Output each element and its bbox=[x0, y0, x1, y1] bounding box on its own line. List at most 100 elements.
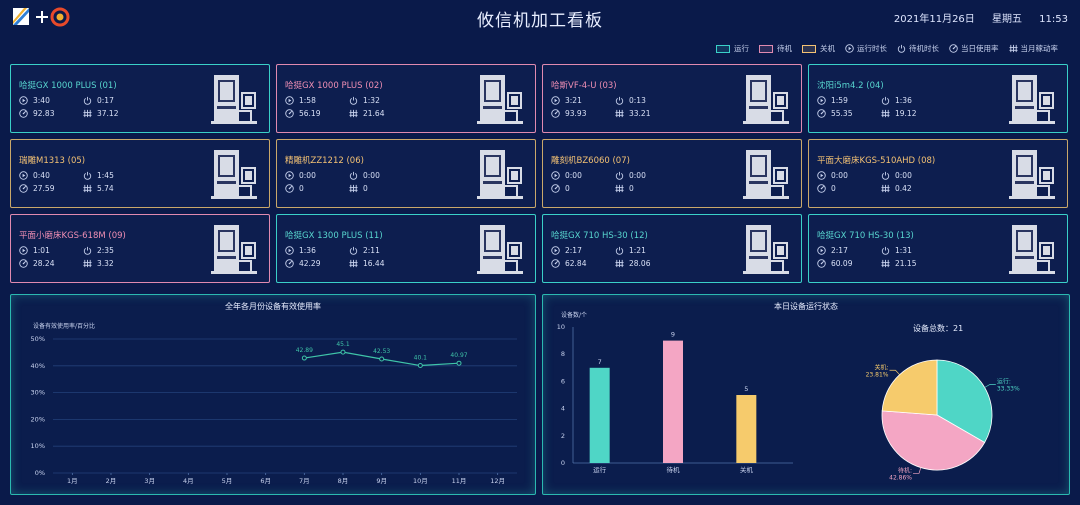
pie-slice-off bbox=[881, 359, 938, 416]
y-tick-label: 40% bbox=[31, 362, 45, 370]
machine-card[interactable]: 哈挺GX 1000 PLUS (01) 3:40 0:17 92.83 37.12 bbox=[10, 64, 270, 133]
machine-name: 瑞雕M1313 (05) bbox=[19, 156, 86, 166]
data-label: 45.1 bbox=[336, 341, 350, 348]
y-tick-label: 8 bbox=[561, 350, 565, 358]
page-title: 攸信机加工看板 bbox=[477, 11, 603, 31]
daily-rate-value: 0 bbox=[831, 184, 836, 193]
legend-swatch-idle bbox=[759, 44, 773, 53]
idle-time-stat: 0:13 bbox=[615, 96, 646, 105]
daily-rate-stat: 55.35 bbox=[817, 109, 852, 118]
rate-icon bbox=[285, 184, 294, 193]
company-logo-icon bbox=[13, 7, 70, 27]
daily-rate-value: 28.24 bbox=[33, 259, 55, 268]
date-text: 2021年11月26日 bbox=[893, 14, 975, 25]
data-label: 40.97 bbox=[450, 352, 467, 359]
idle-time-value: 0:13 bbox=[629, 96, 646, 105]
rate-icon bbox=[19, 184, 28, 193]
machine-card[interactable]: 平面大磨床KGS-510AHD (08) 0:00 0:00 0 0.42 bbox=[808, 139, 1068, 208]
x-tick-label: 运行 bbox=[593, 465, 607, 474]
machine-name: 哈挺GX 710 HS-30 (13) bbox=[817, 231, 914, 241]
machine-card[interactable]: 哈挺GX 1000 PLUS (02) 1:58 1:32 56.19 21.64 bbox=[276, 64, 536, 133]
bars-icon bbox=[615, 259, 624, 268]
bar-run bbox=[589, 367, 610, 463]
monthly-rate-stat: 21.64 bbox=[349, 109, 384, 118]
machine-card[interactable]: 哈斯VF-4-U (03) 3:21 0:13 93.93 33.21 bbox=[542, 64, 802, 133]
daily-rate-value: 56.19 bbox=[299, 109, 321, 118]
monthly-rate-value: 33.21 bbox=[629, 109, 651, 118]
monthly-rate-stat: 19.12 bbox=[881, 109, 916, 118]
run-time-stat: 1:01 bbox=[19, 246, 50, 255]
run-time-value: 1:59 bbox=[831, 96, 848, 105]
datetime: 2021年11月26日 星期五 11:53 bbox=[880, 10, 1068, 25]
rate-icon bbox=[817, 109, 826, 118]
machine-card[interactable]: 哈挺GX 710 HS-30 (12) 2:17 1:21 62.84 28.06 bbox=[542, 214, 802, 283]
monthly-rate-value: 19.12 bbox=[895, 109, 917, 118]
rate-icon bbox=[551, 109, 560, 118]
y-tick-label: 50% bbox=[31, 335, 45, 343]
y-tick-label: 20% bbox=[31, 415, 45, 423]
bar-value-label: 9 bbox=[671, 331, 675, 339]
bars-icon bbox=[83, 109, 92, 118]
run-time-stat: 0:40 bbox=[19, 171, 50, 180]
machine-card[interactable]: 雕刻机BZ6060 (07) 0:00 0:00 0 0 bbox=[542, 139, 802, 208]
daily-rate-value: 93.93 bbox=[565, 109, 587, 118]
play-circle-icon bbox=[817, 171, 826, 180]
cnc-machine-icon bbox=[1009, 75, 1055, 124]
play-circle-icon bbox=[285, 246, 294, 255]
daily-rate-value: 92.83 bbox=[33, 109, 55, 118]
pie-slice-label: 关机: bbox=[874, 363, 888, 371]
legend-label: 待机 bbox=[777, 44, 792, 53]
monthly-rate-stat: 21.15 bbox=[881, 259, 916, 268]
idle-time-value: 1:31 bbox=[895, 246, 912, 255]
monthly-rate-value: 16.44 bbox=[363, 259, 385, 268]
x-tick-label: 11月 bbox=[452, 477, 467, 485]
play-circle-icon bbox=[817, 96, 826, 105]
legend-label: 当月稼动率 bbox=[1020, 44, 1059, 53]
power-icon bbox=[881, 96, 890, 105]
monthly-rate-value: 0 bbox=[363, 184, 368, 193]
idle-time-value: 0:00 bbox=[629, 171, 646, 180]
machine-card[interactable]: 精雕机ZZ1212 (06) 0:00 0:00 0 0 bbox=[276, 139, 536, 208]
bars-icon bbox=[83, 259, 92, 268]
bar-value-label: 7 bbox=[598, 358, 602, 366]
monthly-rate-value: 0 bbox=[629, 184, 634, 193]
legend-item-daily-rate: 当日使用率 bbox=[949, 43, 999, 54]
idle-time-value: 0:17 bbox=[97, 96, 114, 105]
play-circle-icon bbox=[285, 96, 294, 105]
idle-time-stat: 0:00 bbox=[615, 171, 646, 180]
monthly-rate-value: 3.32 bbox=[97, 259, 114, 268]
machine-card[interactable]: 哈挺GX 710 HS-30 (13) 2:17 1:31 60.09 21.15 bbox=[808, 214, 1068, 283]
machine-name: 哈挺GX 1000 PLUS (01) bbox=[19, 81, 117, 91]
machine-name: 哈挺GX 710 HS-30 (12) bbox=[551, 231, 648, 241]
machine-card[interactable]: 沈阳i5m4.2 (04) 1:59 1:36 55.35 19.12 bbox=[808, 64, 1068, 133]
bars-icon bbox=[881, 109, 890, 118]
daily-rate-stat: 56.19 bbox=[285, 109, 320, 118]
daily-rate-value: 60.09 bbox=[831, 259, 853, 268]
pie-leader-line bbox=[889, 369, 900, 375]
legend-label: 关机 bbox=[820, 44, 835, 53]
y-tick-label: 2 bbox=[561, 432, 565, 440]
machine-card[interactable]: 瑞雕M1313 (05) 0:40 1:45 27.59 5.74 bbox=[10, 139, 270, 208]
run-time-value: 0:00 bbox=[565, 171, 582, 180]
daily-rate-stat: 0 bbox=[285, 184, 304, 193]
monthly-rate-stat: 0.42 bbox=[881, 184, 912, 193]
y-tick-label: 0% bbox=[35, 469, 45, 477]
rate-icon bbox=[817, 184, 826, 193]
legend-item-idle-time: 待机时长 bbox=[897, 43, 939, 54]
x-tick-label: 待机 bbox=[667, 465, 681, 474]
daily-rate-value: 62.84 bbox=[565, 259, 587, 268]
run-time-stat: 3:40 bbox=[19, 96, 50, 105]
machine-card[interactable]: 平面小磨床KGS-618M (09) 1:01 2:35 28.24 3.32 bbox=[10, 214, 270, 283]
play-circle-icon bbox=[551, 246, 560, 255]
power-icon bbox=[897, 44, 906, 53]
machine-card[interactable]: 哈挺GX 1300 PLUS (11) 1:36 2:11 42.29 16.44 bbox=[276, 214, 536, 283]
pie-slice-percent: 42.86% bbox=[889, 474, 912, 481]
cnc-machine-icon bbox=[477, 75, 523, 124]
bars-icon bbox=[349, 184, 358, 193]
data-point bbox=[379, 356, 385, 362]
monthly-rate-value: 21.15 bbox=[895, 259, 917, 268]
legend-item-run: 运行 bbox=[716, 43, 749, 54]
monthly-rate-stat: 28.06 bbox=[615, 259, 650, 268]
power-icon bbox=[83, 171, 92, 180]
cnc-machine-icon bbox=[743, 75, 789, 124]
